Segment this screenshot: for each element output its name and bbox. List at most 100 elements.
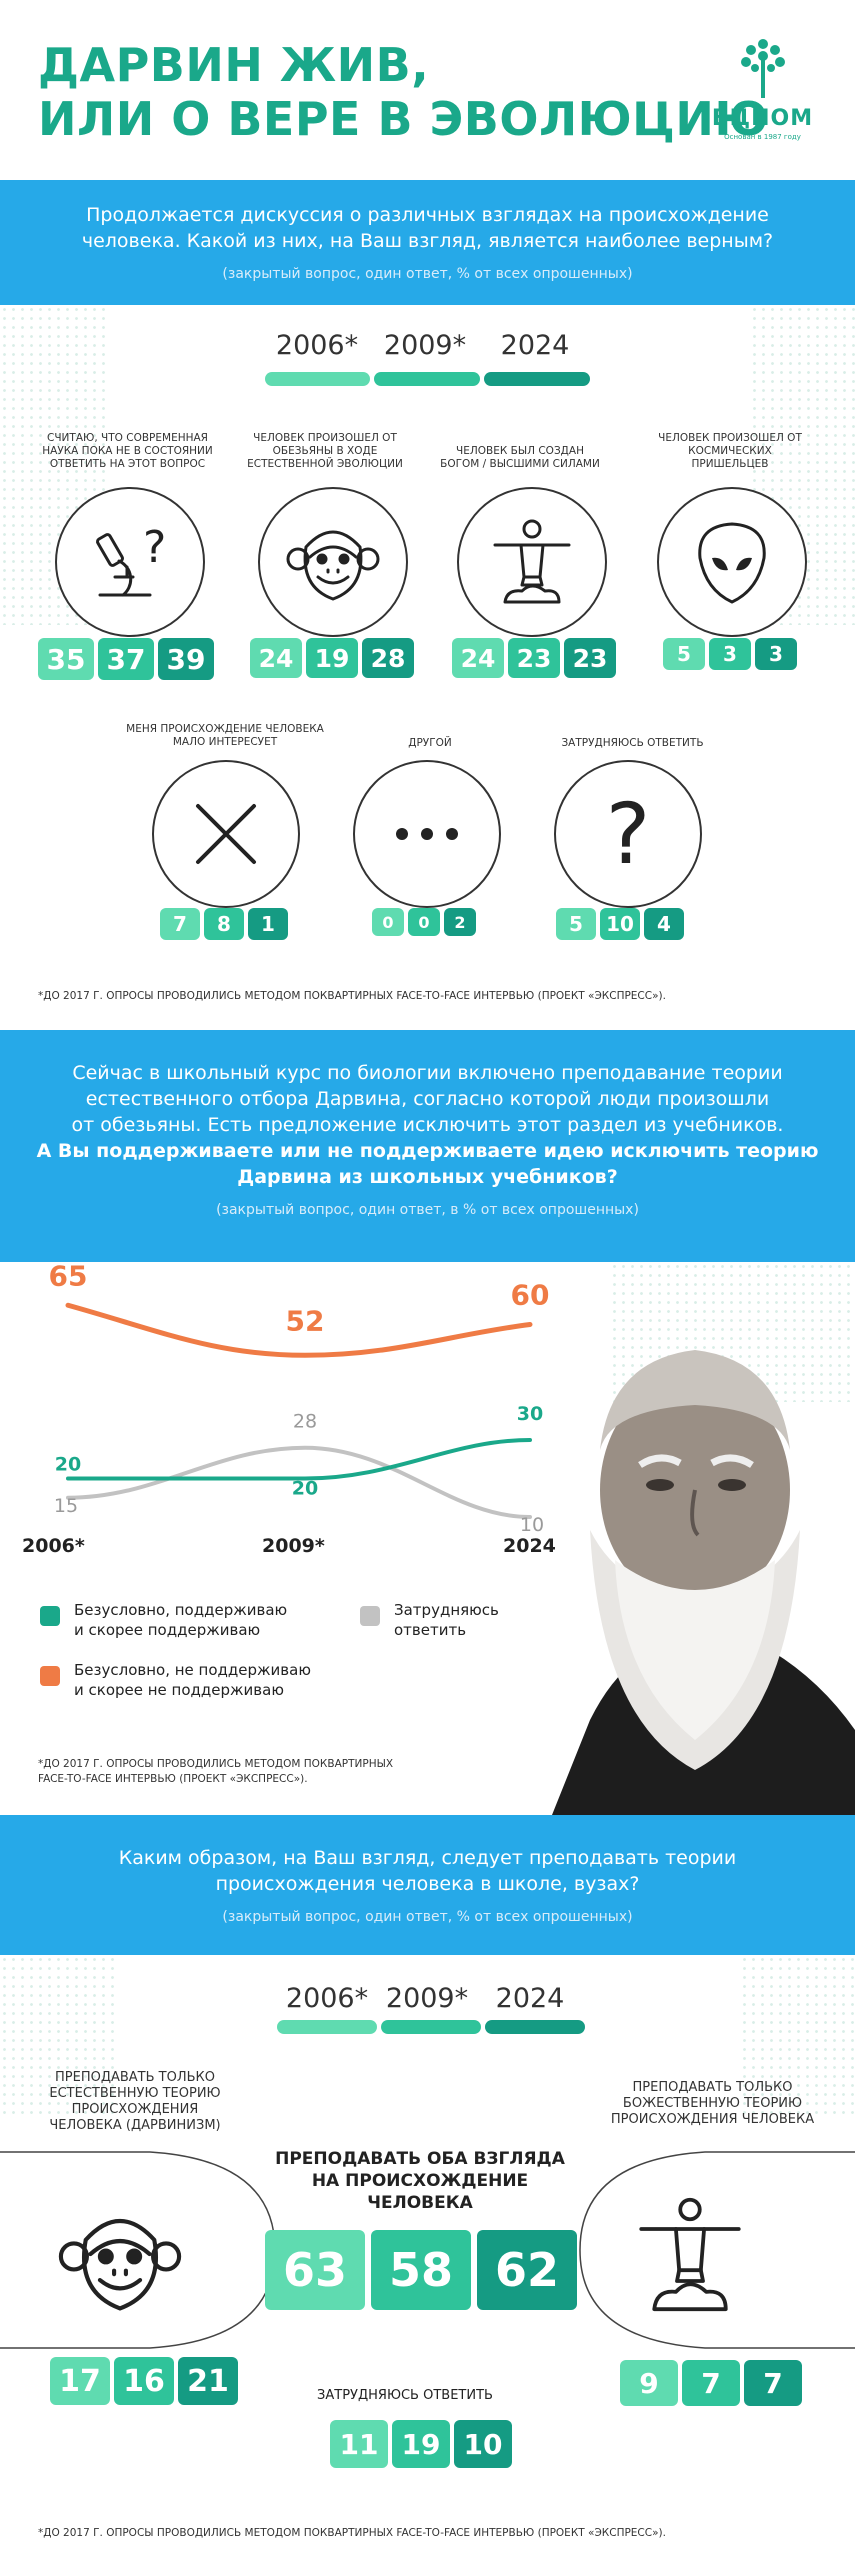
legend-unsure-line2: ответить [394, 1621, 467, 1639]
year-bar-3 [485, 2020, 585, 2034]
value-2009: 10 [600, 908, 640, 940]
value-2009: 37 [98, 638, 154, 680]
section1-note: (закрытый вопрос, один ответ, % от всех … [222, 266, 633, 282]
microscope-question-icon: ? [55, 487, 205, 637]
decor-dots [0, 1955, 120, 2115]
section2-question-line1: Сейчас в школьный курс по биологии включ… [72, 1062, 783, 1084]
series-line [66, 1438, 532, 1481]
alien-icon [657, 487, 807, 637]
x-tick-label: 2006* [22, 1535, 85, 1557]
year-label-3: 2024 [495, 1983, 565, 2014]
value-2006: 11 [330, 2420, 388, 2468]
data-label: 30 [517, 1403, 543, 1425]
section2-footnote: *До 2017 г. опросы проводились методом п… [38, 1757, 393, 1787]
data-label: 20 [292, 1478, 318, 1500]
values-unsure: 11 19 10 [330, 2420, 512, 2468]
values-both-views: 63 58 62 [265, 2230, 577, 2310]
cross-icon [152, 760, 300, 908]
value-2024: 3 [755, 638, 797, 670]
legend-swatch-support [40, 1606, 60, 1626]
legend-unsure-line1: Затрудняюсь [394, 1601, 499, 1619]
value-2009: 8 [204, 908, 244, 940]
legend-support-line2: и скорее поддерживаю [74, 1621, 261, 1639]
item-caption-unsure: Затрудняюсь ответить [561, 737, 704, 749]
value-2006: 63 [265, 2230, 365, 2310]
data-label: 52 [286, 1304, 325, 1337]
value-2024: 39 [158, 638, 214, 680]
section1-footnote: *До 2017 г. опросы проводились методом п… [38, 990, 666, 1002]
year-bar-1 [277, 2020, 377, 2034]
item-values-aliens: 5 3 3 [663, 638, 797, 670]
monkey-icon [55, 2195, 185, 2329]
section1-question-line1: Продолжается дискуссия о различных взгля… [86, 204, 769, 226]
item-values-evolution: 24 19 28 [250, 638, 414, 678]
year-label-1: 2006* [285, 1983, 369, 2014]
legend-support: Безусловно, поддерживаю и скорее поддержи… [40, 1600, 287, 1640]
right-arc [579, 2151, 855, 2349]
value-2006: 5 [556, 908, 596, 940]
legend-oppose-line1: Безусловно, не поддерживаю [74, 1661, 311, 1679]
x-tick-label: 2024 [503, 1535, 556, 1557]
value-2009: 3 [709, 638, 751, 670]
value-2024: 21 [178, 2357, 238, 2405]
values-divine-only: 9 7 7 [620, 2360, 802, 2406]
section3-question-band: Каким образом, на Ваш взгляд, следует пр… [0, 1815, 855, 1955]
section3-question-line2: происхождения человека в школе, вузах? [215, 1873, 640, 1895]
page-title-line2: ИЛИ О ВЕРЕ В ЭВОЛЮЦИЮ [38, 92, 769, 146]
legend-unsure: Затрудняюсь ответить [360, 1600, 499, 1640]
year-label-2: 2009* [385, 1983, 469, 2014]
section1-question-band: Продолжается дискуссия о различных взгля… [0, 180, 855, 305]
year-label-3: 2024 [500, 330, 570, 361]
year-bar-1 [265, 372, 370, 386]
caption-divine-only: Преподавать только божественную теорию п… [610, 2080, 815, 2127]
year-bar-2 [381, 2020, 481, 2034]
item-caption-evolution: Человек произошел от обезьяны в ходе ест… [247, 432, 403, 470]
question-mark-icon: ? [554, 760, 702, 908]
svg-text:?: ? [143, 522, 166, 573]
section2-footnote-line2: face-to-face интервью (проект «Экспресс»… [38, 1773, 308, 1785]
item-values-other: 0 0 2 [372, 908, 476, 936]
section3-question-line1: Каким образом, на Ваш взгляд, следует пр… [118, 1847, 737, 1869]
value-2006: 17 [50, 2357, 110, 2405]
legend-swatch-unsure [360, 1606, 380, 1626]
value-2006: 5 [663, 638, 705, 670]
data-label: 28 [293, 1411, 317, 1433]
year-label-1: 2006* [275, 330, 359, 361]
value-2006: 35 [38, 638, 94, 680]
item-values-unsure: 5 10 4 [556, 908, 684, 940]
value-2009: 7 [682, 2360, 740, 2406]
x-tick-label: 2009* [262, 1535, 325, 1557]
section2-question-line2: естественного отбора Дарвина, согласно к… [85, 1088, 770, 1110]
value-2024: 62 [477, 2230, 577, 2310]
legend-support-line1: Безусловно, поддерживаю [74, 1601, 288, 1619]
year-bar-2 [374, 372, 480, 386]
data-label: 10 [520, 1514, 544, 1536]
section2-question-bold2: Дарвина из школьных учебников? [237, 1166, 618, 1188]
item-caption-science: Считаю, что современная наука пока не в … [42, 432, 213, 470]
value-2009: 58 [371, 2230, 471, 2310]
section2-question-line3: от обезьяны. Есть предложение исключить … [71, 1114, 784, 1136]
section2-note: (закрытый вопрос, один ответ, в % от все… [216, 1202, 639, 1218]
line-chart: 65 52 60 15 28 10 20 20 30 [49, 1262, 550, 1536]
item-values-god: 24 23 23 [452, 638, 616, 678]
value-2009: 0 [408, 908, 440, 936]
item-caption-aliens: Человек произошел от космических пришель… [658, 432, 802, 470]
value-2006: 0 [372, 908, 404, 936]
legend-oppose-line2: и скорее не поддерживаю [74, 1681, 284, 1699]
series-line [66, 1445, 532, 1519]
section3-note: (закрытый вопрос, один ответ, % от всех … [222, 1909, 633, 1925]
legend-swatch-oppose [40, 1666, 60, 1686]
data-label: 20 [55, 1454, 81, 1476]
value-2006: 7 [160, 908, 200, 940]
caption-unsure: Затрудняюсь ответить [317, 2388, 493, 2403]
value-2024: 1 [248, 908, 288, 940]
value-2024: 23 [564, 638, 616, 678]
section2-footnote-line1: *До 2017 г. опросы проводились методом п… [38, 1758, 394, 1770]
tree-icon [740, 39, 785, 98]
value-2024: 28 [362, 638, 414, 678]
logo-subtitle: Основан в 1987 году [724, 133, 801, 141]
data-label: 15 [54, 1495, 78, 1517]
item-caption-god: Человек был создан Богом / высшими силам… [440, 445, 600, 470]
caption-both-views: Преподавать оба взгляда на происхождение… [275, 2149, 565, 2213]
logo-name: ВЦИОМ [711, 106, 814, 131]
